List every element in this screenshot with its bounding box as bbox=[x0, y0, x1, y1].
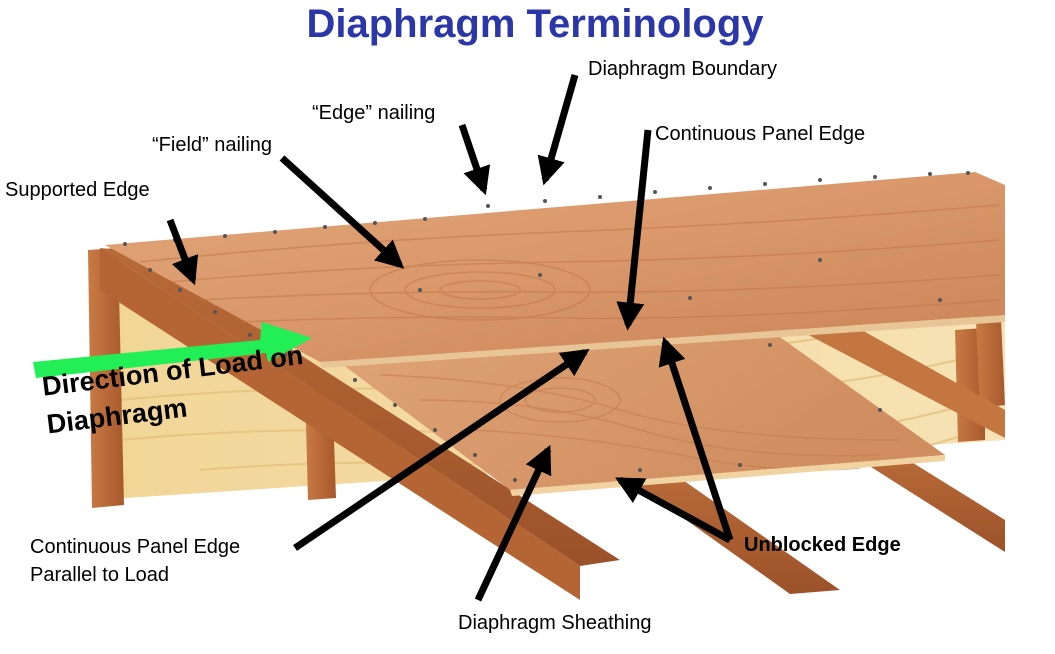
upper-panel-grain bbox=[139, 204, 1001, 323]
arrow-field-nailing bbox=[279, 155, 405, 269]
label-edge-nailing: “Edge” nailing bbox=[312, 102, 436, 124]
callout-arrows bbox=[166, 74, 734, 602]
supported-edge-beam bbox=[100, 248, 620, 566]
label-continuous-panel-edge-parallel-2: Parallel to Load bbox=[30, 564, 169, 586]
arrow-sheathing bbox=[474, 444, 552, 602]
left-post bbox=[88, 248, 124, 508]
lower-sheathing-panel bbox=[330, 330, 945, 490]
label-field-nailing: “Field” nailing bbox=[152, 134, 273, 156]
page-title: Diaphragm Terminology bbox=[306, 2, 764, 46]
arrow-continuous-panel-edge bbox=[616, 129, 652, 331]
arrow-supported-edge bbox=[166, 218, 199, 286]
load-direction-arrow bbox=[33, 322, 312, 378]
arrow-continuous-panel-edge-parallel bbox=[293, 348, 590, 551]
arrow-diaphragm-boundary bbox=[537, 74, 579, 186]
upper-sheathing-panel bbox=[105, 172, 1005, 362]
arrow-edge-nailing bbox=[458, 123, 491, 196]
label-supported-edge: Supported Edge bbox=[5, 179, 150, 201]
label-diaphragm-sheathing: Diaphragm Sheathing bbox=[458, 612, 652, 634]
label-continuous-panel-edge: Continuous Panel Edge bbox=[655, 123, 866, 145]
framing-joists bbox=[88, 248, 1005, 600]
supported-edge-beam-side bbox=[100, 248, 580, 600]
right-post bbox=[975, 298, 1005, 408]
label-continuous-panel-edge-parallel-1: Continuous Panel Edge bbox=[30, 536, 241, 558]
arrow-unblocked-edge-1 bbox=[615, 476, 732, 544]
joist-right-1 bbox=[780, 318, 1005, 438]
arrow-unblocked-edge-2 bbox=[658, 336, 734, 542]
joist-lower-1 bbox=[630, 478, 840, 594]
joist-lower-2 bbox=[860, 458, 1005, 552]
label-unblocked-edge: Unblocked Edge bbox=[744, 534, 901, 556]
label-diaphragm-boundary: Diaphragm Boundary bbox=[588, 58, 777, 80]
